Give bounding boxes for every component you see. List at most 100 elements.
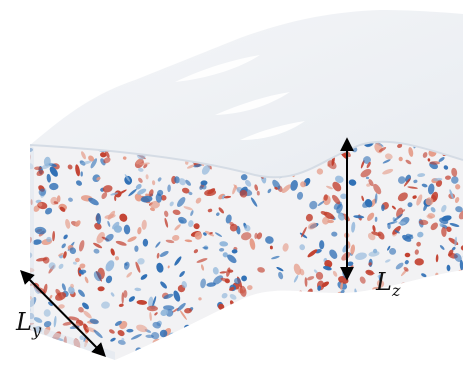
vortex-blob xyxy=(451,167,458,177)
vortex-blob xyxy=(430,207,436,213)
vortex-blob xyxy=(244,224,251,232)
vortex-blob xyxy=(193,164,203,168)
vortex-blob xyxy=(416,241,421,247)
vortex-blob xyxy=(315,271,324,280)
vortex-blob xyxy=(378,323,384,331)
top-surface xyxy=(30,10,463,178)
vortex-blob xyxy=(396,337,405,346)
vortex-blob xyxy=(381,354,386,359)
vortex-blob xyxy=(20,343,31,354)
vortex-blob xyxy=(81,151,86,160)
vortex-blob xyxy=(174,176,180,184)
vortex-blob xyxy=(195,197,202,204)
vortex-blob xyxy=(379,331,389,339)
vortex-blob xyxy=(307,249,318,258)
vortex-blob xyxy=(405,159,412,165)
vortex-blob xyxy=(454,253,462,262)
vortex-blob xyxy=(138,177,143,183)
vortex-blob xyxy=(260,294,266,303)
vortex-blob xyxy=(137,258,145,265)
vortex-blob xyxy=(265,236,274,244)
vortex-blob xyxy=(388,354,391,358)
vortex-blob xyxy=(148,189,154,197)
vortex-blob xyxy=(318,307,327,316)
wave-crest-2 xyxy=(215,92,290,115)
vortex-blob xyxy=(94,222,102,230)
vortex-blob xyxy=(282,243,289,252)
vortex-blob xyxy=(374,348,379,354)
vortex-blob xyxy=(164,210,169,217)
vortex-blob xyxy=(401,344,407,350)
vortex-blob xyxy=(353,215,365,219)
vortex-blob xyxy=(151,180,156,186)
vortex-blob xyxy=(278,304,287,313)
vortex-blob xyxy=(214,232,223,237)
vortex-blob xyxy=(351,321,358,328)
vortex-blob xyxy=(320,314,332,318)
vortex-blob xyxy=(46,236,52,243)
vortex-blob xyxy=(331,194,341,205)
vortex-blob xyxy=(75,257,80,263)
vortex-blob xyxy=(422,152,428,158)
vortex-blob xyxy=(332,270,338,277)
vortex-blob xyxy=(398,221,406,225)
vortex-blob xyxy=(372,248,378,254)
vortex-blob xyxy=(201,165,211,175)
vortex-blob xyxy=(421,294,428,303)
vortex-blob xyxy=(331,231,338,237)
vortex-blob xyxy=(336,355,346,360)
vortex-blob xyxy=(134,287,142,292)
vortex-blob xyxy=(145,334,154,339)
vortex-blob xyxy=(314,314,321,319)
vortex-blob xyxy=(299,291,306,296)
vortex-blob xyxy=(366,161,371,169)
vortex-blob xyxy=(157,189,164,197)
vortex-blob xyxy=(300,181,307,188)
vortex-blob xyxy=(410,291,420,298)
vortex-blob xyxy=(253,324,263,333)
vortex-blob xyxy=(414,249,419,255)
vortex-blob xyxy=(34,226,47,235)
vortex-blob xyxy=(229,317,236,324)
vortex-blob xyxy=(156,262,164,273)
vortex-blob xyxy=(285,334,291,341)
vortex-blob xyxy=(458,209,463,220)
vortex-blob xyxy=(352,309,364,316)
vortex-blob xyxy=(435,302,439,309)
vortex-blob xyxy=(96,213,102,225)
vortex-blob xyxy=(366,313,376,322)
vortex-blob xyxy=(156,252,160,259)
vortex-blob xyxy=(255,345,263,354)
vortex-blob xyxy=(381,204,385,212)
vortex-blob xyxy=(459,259,463,271)
vortex-blob xyxy=(177,197,186,207)
vortex-blob xyxy=(419,302,429,310)
vortex-blob xyxy=(197,360,202,365)
vortex-blob xyxy=(449,223,460,227)
vortex-blob xyxy=(455,184,461,190)
vortex-blob xyxy=(440,283,445,293)
vortex-blob xyxy=(293,275,299,283)
vortex-blob xyxy=(130,333,142,340)
vortex-blob xyxy=(419,314,425,321)
vortex-blob xyxy=(172,359,180,360)
vortex-blob xyxy=(80,160,92,165)
vortex-blob xyxy=(435,318,440,322)
vortex-blob xyxy=(276,330,285,340)
vortex-blob xyxy=(338,296,342,305)
vortex-blob xyxy=(110,292,115,297)
vortex-blob xyxy=(167,265,170,269)
vortex-blob xyxy=(93,353,99,358)
vortex-blob xyxy=(121,337,125,342)
vortex-blob xyxy=(439,223,443,227)
vortex-blob xyxy=(90,158,98,169)
vortex-blob xyxy=(266,345,271,350)
vortex-blob xyxy=(68,197,73,202)
vortex-blob xyxy=(110,192,119,196)
vortex-blob xyxy=(414,300,419,307)
vortex-blob xyxy=(43,309,51,317)
vortex-blob xyxy=(416,302,425,306)
vortex-blob xyxy=(394,230,400,234)
vortex-blob xyxy=(219,271,227,274)
vortex-blob xyxy=(448,302,456,310)
